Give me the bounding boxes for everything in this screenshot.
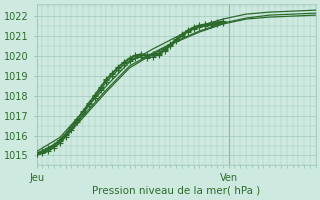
- X-axis label: Pression niveau de la mer( hPa ): Pression niveau de la mer( hPa ): [92, 186, 260, 196]
